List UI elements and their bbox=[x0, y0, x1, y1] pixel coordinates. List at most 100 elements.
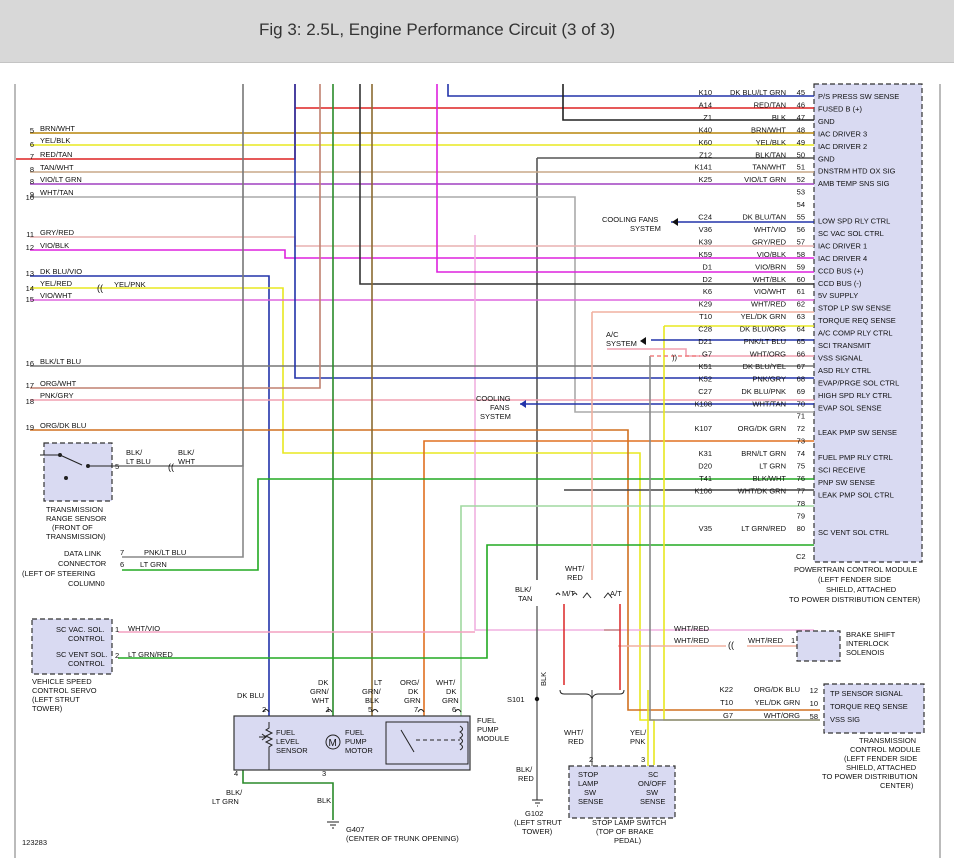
pcm-wire-color-65: PNK/LT BLU bbox=[744, 337, 786, 346]
pcm-circuit-68: K52 bbox=[699, 374, 712, 383]
g407-label: G407 bbox=[346, 825, 364, 834]
sls-right-4: SENSE bbox=[640, 797, 665, 806]
left-wire-num-2: 7 bbox=[30, 152, 34, 161]
fp-wire6-label-3: GRN bbox=[442, 696, 459, 705]
vscs-caption-3: (LEFT STRUT bbox=[32, 695, 80, 704]
pcm-box bbox=[813, 83, 923, 563]
pcm-wire-color-66: WHT/ORG bbox=[750, 349, 786, 358]
pcm-func-60: CCD BUS (-) bbox=[818, 279, 862, 288]
wires-layer: )) bbox=[16, 84, 820, 820]
pcm-circuit-64: C28 bbox=[698, 325, 712, 334]
fpm-label-1: FUEL bbox=[477, 716, 496, 725]
pcm-func-57: IAC DRIVER 1 bbox=[818, 241, 867, 250]
yel-pnk-mid-2: PNK bbox=[630, 737, 645, 746]
bottom-brace bbox=[559, 689, 625, 700]
left-wire-num-9: 13 bbox=[26, 269, 34, 278]
pcm-func-68: EVAP/PRGE SOL CTRL bbox=[818, 378, 899, 387]
pcm-func-45: P/S PRESS SW SENSE bbox=[818, 92, 899, 101]
pcm-pin-58: 58 bbox=[797, 250, 805, 259]
fp-connector-2 bbox=[371, 709, 379, 713]
fp-wire4-label-1: BLK/ bbox=[226, 788, 243, 797]
header-bar: Fig 3: 2.5L, Engine Performance Circuit … bbox=[0, 0, 954, 63]
wire-37 bbox=[607, 348, 814, 357]
cooling-fans-1-label-2: SYSTEM bbox=[630, 224, 661, 233]
vscs-pin2: 2 bbox=[115, 651, 119, 660]
sls-left-2: LAMP bbox=[578, 779, 598, 788]
fpm-motor-2: PUMP bbox=[345, 737, 367, 746]
wire-26 bbox=[423, 440, 814, 716]
fuel-level-sensor-symbol bbox=[259, 722, 274, 770]
tcm-func-58: VSS SIG bbox=[830, 715, 860, 724]
left-wire-label-12: BLK/LT BLU bbox=[40, 357, 81, 366]
g102-loc-1: (LEFT STRUT bbox=[514, 818, 562, 827]
fp-connector-4 bbox=[454, 709, 462, 713]
wire-34 bbox=[118, 544, 814, 659]
wire-13 bbox=[30, 287, 655, 765]
pcm-func-59: CCD BUS (+) bbox=[818, 266, 864, 275]
pcm-wire-color-76: BLK/WHT bbox=[753, 474, 787, 483]
pcm-wire-color-74: BRN/LT GRN bbox=[741, 449, 786, 458]
fp-wire4-label-2: LT GRN bbox=[212, 797, 239, 806]
figure-title: Fig 3: 2.5L, Engine Performance Circuit … bbox=[259, 20, 616, 39]
trs-name-2: RANGE SENSOR bbox=[46, 514, 107, 523]
tcm-circuit-12: K22 bbox=[720, 685, 733, 694]
trs-pin: 5 bbox=[115, 462, 119, 471]
vscs-vent-1: SC VENT SOL. bbox=[56, 650, 108, 659]
bsi-name-2: INTERLOCK bbox=[846, 639, 889, 648]
pcm-circuit-51: K141 bbox=[694, 163, 712, 172]
sls-caption-1: STOP LAMP SWITCH bbox=[592, 818, 666, 827]
left-wire-num-15: 19 bbox=[26, 423, 34, 432]
pcm-pins-layer: 45 DK BLU/LT GRN K10 P/S PRESS SW SENSE 46 RE… bbox=[694, 88, 899, 537]
pcm-wire-color-72: ORG/DK GRN bbox=[738, 424, 786, 433]
arrow-cooling-fans-2 bbox=[520, 400, 526, 408]
wire-29 bbox=[122, 478, 814, 571]
fuel-pump-motor-symbol bbox=[325, 734, 341, 750]
tcm-caption-5: TO POWER DISTRIBUTION bbox=[822, 772, 918, 781]
pcm-circuit-66: G7 bbox=[702, 349, 712, 358]
pcm-wire-color-57: GRY/RED bbox=[752, 237, 787, 246]
pcm-wire-color-67: DK BLU/YEL bbox=[743, 362, 786, 371]
pcm-pin-54: 54 bbox=[797, 200, 805, 209]
left-wire-label-3: TAN/WHT bbox=[40, 163, 74, 172]
pcm-circuit-77: K106 bbox=[694, 486, 712, 495]
pcm-wire-color-59: VIO/BRN bbox=[755, 262, 786, 271]
arrow-cooling-fans-1 bbox=[672, 218, 678, 226]
pcm-wire-color-80: LT GRN/RED bbox=[741, 524, 786, 533]
pcm-wire-color-47: BLK bbox=[772, 113, 786, 122]
trs-wire2-1: BLK/ bbox=[178, 448, 195, 457]
sls-left-1: STOP bbox=[578, 770, 598, 779]
pcm-func-75: SCI RECEIVE bbox=[818, 466, 866, 475]
tcm-caption-2: CONTROL MODULE bbox=[850, 745, 921, 754]
cooling-fans-1-label-1: COOLING FANS bbox=[602, 215, 658, 224]
left-wire-label-5: WHT/TAN bbox=[40, 188, 74, 197]
left-wire-label-10: YEL/RED bbox=[40, 279, 73, 288]
fp-connector-1 bbox=[325, 709, 333, 713]
wire-36 bbox=[591, 311, 814, 580]
trs-wire1-2: LT BLU bbox=[126, 457, 151, 466]
pcm-func-47: GND bbox=[818, 117, 835, 126]
g102-loc-2: TOWER) bbox=[522, 827, 553, 836]
at-label: A/T bbox=[610, 589, 622, 598]
pcm-circuit-59: D1 bbox=[702, 262, 712, 271]
at-brace bbox=[582, 592, 613, 599]
vscs-box bbox=[31, 618, 113, 675]
pcm-wire-color-50: BLK/TAN bbox=[755, 150, 786, 159]
tcm-pin-12: 12 bbox=[810, 686, 818, 695]
pcm-func-80: SC VENT SOL CTRL bbox=[818, 528, 889, 537]
fp-wire1-label-2: GRN/ bbox=[310, 687, 330, 696]
pcm-func-69: HIGH SPD RLY CTRL bbox=[818, 391, 892, 400]
pcm-wire-color-61: VIO/WHT bbox=[754, 287, 786, 296]
fp-pin1: 1 bbox=[326, 705, 330, 714]
left-wire-num-extra: 10 bbox=[26, 193, 34, 202]
pcm-func-63: TORQUE REQ SENSE bbox=[818, 316, 896, 325]
tcm-func-12: TP SENSOR SIGNAL bbox=[830, 689, 903, 698]
wire-20 bbox=[30, 84, 321, 389]
wire-11 bbox=[30, 249, 814, 259]
pcm-func-77: LEAK PMP SOL CTRL bbox=[818, 490, 894, 499]
left-wire-label-4: VIO/LT GRN bbox=[40, 175, 82, 184]
dlc-name-1: DATA LINK bbox=[64, 549, 101, 558]
left-wire-num-7: 11 bbox=[26, 230, 34, 239]
pcm-circuit-55: C24 bbox=[698, 213, 712, 222]
pcm-circuit-58: K59 bbox=[699, 250, 712, 259]
vscs-caption-1: VEHICLE SPEED bbox=[32, 677, 92, 686]
